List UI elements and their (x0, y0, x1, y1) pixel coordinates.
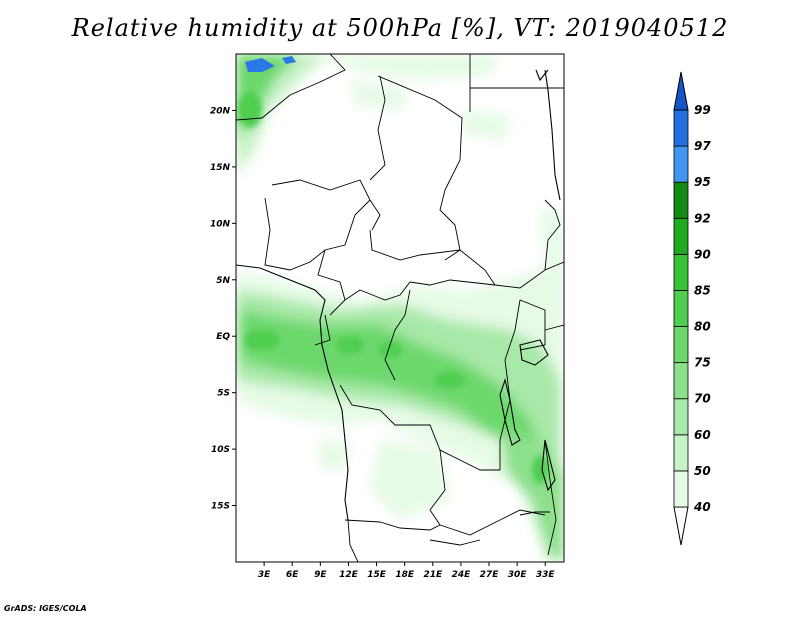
rh-shade-east-patch (540, 210, 564, 280)
lon-tick-label: 21E (423, 570, 443, 580)
lat-tick-label: 5S (217, 389, 230, 399)
grads-credit: GrADS: IGES/COLA (4, 604, 87, 613)
humidity-field (236, 54, 564, 560)
lat-tick-label: 15N (210, 163, 231, 173)
colorbar-label: 97 (694, 139, 711, 153)
lon-tick-label: 33E (536, 570, 556, 580)
colorbar-label: 60 (694, 428, 711, 442)
rh-99-patch (245, 58, 275, 72)
lon-tick-label: 6E (286, 570, 299, 580)
border-nigeria (264, 197, 371, 271)
lat-tick-label: EQ (216, 332, 230, 342)
lon-tick-label: 27E (480, 570, 500, 580)
border-kenya (544, 324, 564, 331)
rh-spot-centre (336, 336, 364, 354)
map-frame (235, 53, 565, 563)
border-angola-zambia (429, 449, 446, 526)
rh-shade-top-strip (330, 54, 500, 80)
lon-tick-label: 24E (452, 570, 472, 580)
rh-shade-equatorial-core (240, 310, 545, 465)
colorbar: 40 50 60 70 75 80 85 90 92 95 97 99 (673, 71, 711, 546)
colorbar-box (673, 109, 689, 147)
colorbar-box (673, 326, 689, 364)
rh-shade-southwest-patch (318, 440, 350, 470)
colorbar-bottom-triangle (673, 506, 689, 546)
border-drc-angola (339, 384, 500, 471)
lon-tick-label: 12E (339, 570, 359, 580)
colorbar-label: 95 (694, 175, 711, 189)
border-mali-algeria (236, 54, 346, 121)
border-sudan-chad (439, 189, 461, 261)
coast-red-sea (544, 69, 561, 201)
coast-lake-malawi (541, 439, 556, 492)
rh-spot-lakes (434, 372, 466, 388)
lon-tick-label: 30E (508, 570, 528, 580)
lat-tick-label: 5N (216, 276, 230, 286)
rh-spot-west (244, 330, 280, 350)
colorbar-box (673, 470, 689, 508)
colorbar-label: 75 (694, 356, 711, 370)
colorbar-label: 50 (694, 464, 711, 478)
border-drc-east (499, 299, 521, 470)
border-mozambique (544, 439, 557, 556)
coast-zambezi (519, 511, 550, 516)
coast-lake-tanganyika (499, 378, 521, 446)
colorbar-label: 99 (694, 103, 711, 117)
coastlines (236, 69, 561, 521)
border-car-sudan (369, 229, 496, 286)
lon-tick-label: 9E (314, 570, 327, 580)
border-libya-tchad (377, 75, 463, 191)
lat-tick-label: 15S (211, 502, 230, 512)
rh-spot-southeast (532, 456, 548, 484)
rh-shade-north-patch (350, 80, 410, 110)
border-uganda (519, 299, 546, 351)
lon-tick-label: 15E (367, 570, 387, 580)
rh-spot-northwest (238, 92, 262, 128)
coast-lake-victoria (519, 339, 549, 366)
colorbar-box (673, 290, 689, 327)
map-axes: 20N 15N 10N 5N EQ 5S 10S 15S 3E 6E 9E 12E 15E 18E 21E 2… (210, 53, 565, 580)
colorbar-label: 90 (694, 247, 711, 261)
lon-tick-label: 18E (395, 570, 415, 580)
colorbar-box (673, 434, 689, 472)
rh-spot-congo (378, 342, 402, 358)
border-sudan-southsudan (494, 261, 564, 289)
border-south-central (429, 539, 481, 546)
lat-tick-label: 20N (210, 106, 231, 116)
border-niger-chad (271, 179, 381, 231)
border-cameroon (317, 249, 346, 316)
border-car-south (344, 279, 496, 301)
lat-tick-label: 10N (210, 219, 231, 229)
border-ethiopia (544, 199, 561, 271)
coast-guinea-gulf (236, 264, 349, 521)
rh-shade-south-patch (370, 440, 450, 520)
colorbar-label: 40 (693, 500, 711, 514)
border-angola-namibia (344, 519, 441, 531)
colorbar-label: 80 (694, 320, 711, 334)
colorbar-box (673, 145, 689, 183)
border-algeria-libya (369, 75, 386, 181)
rh-99-patch-small (282, 56, 296, 64)
border-south-west-coast (347, 519, 359, 562)
coast-sinai (535, 69, 549, 82)
lon-tick-label: 3E (258, 570, 271, 580)
map-title: Relative humidity at 500hPa [%], VT: 201… (71, 14, 729, 42)
country-borders (236, 54, 564, 562)
colorbar-label: 70 (694, 392, 711, 406)
colorbar-box (673, 362, 689, 400)
border-zambia-zimbabwe (439, 509, 546, 536)
colorbar-box (673, 181, 689, 219)
colorbar-top-triangle (673, 71, 689, 111)
rh-shade-northeast-patch (460, 110, 510, 140)
colorbar-box (673, 253, 689, 291)
border-gabon (314, 314, 331, 346)
lat-tick-label: 10S (211, 445, 230, 455)
colorbar-box (673, 217, 689, 255)
colorbar-label: 92 (694, 211, 711, 225)
border-drc-north (384, 289, 411, 381)
colorbar-label: 85 (694, 283, 711, 297)
colorbar-box (673, 398, 689, 436)
